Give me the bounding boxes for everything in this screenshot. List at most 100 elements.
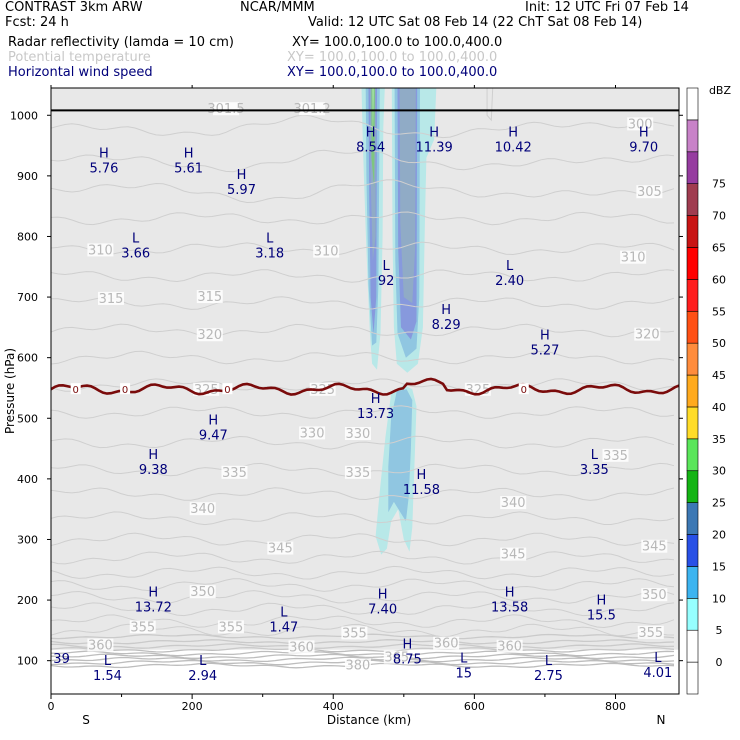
x-tick-label: 200	[182, 700, 203, 713]
wind-extremum-letter: L	[654, 651, 662, 666]
wind-extremum-value: 9.38	[139, 463, 168, 478]
wind-extremum-value: 10.42	[495, 140, 532, 155]
wind-extremum-letter: L	[460, 651, 468, 666]
theta-label-bg	[193, 382, 220, 396]
wind-extremum-value: 11.58	[403, 483, 440, 498]
wind-extremum-value: 8.29	[432, 318, 461, 333]
colorbar-swatch	[686, 438, 699, 472]
wind-extremum-value: 5.76	[89, 162, 118, 177]
theta-label: 360	[434, 637, 459, 652]
wind-extremum-value: 11.39	[416, 140, 453, 155]
colorbar-label: 15	[712, 560, 726, 573]
theta-label: 350	[190, 585, 215, 600]
colorbar-swatch	[686, 310, 699, 344]
theta-label: 360	[88, 639, 113, 654]
wind-extremum-letter: H	[429, 125, 439, 140]
direction-north: N	[657, 713, 666, 727]
chart-header: CONTRAST 3km ARW NCAR/MMM Init: 12 UTC F…	[0, 0, 740, 88]
theta-label: 365	[384, 651, 409, 666]
wind-extremum-letter: H	[596, 593, 606, 608]
zero-label-bg	[518, 383, 529, 395]
wind-extremum-value: 15.5	[587, 608, 616, 623]
theta-label: 345	[501, 548, 526, 563]
theta-label-bg	[602, 448, 629, 462]
wind-fragment-label: 39	[53, 652, 70, 667]
wind-extremum-value: 7.40	[368, 602, 397, 617]
wind-extrema: 39 L1.54L2.94L15L2.75L4.01H8.75L1.47H13.7…	[53, 125, 672, 683]
wind-extremum-value: 1.47	[269, 620, 298, 635]
field-reflectivity-label: Radar reflectivity (lamda = 10 cm)	[8, 35, 234, 50]
colorbar-label: 75	[712, 178, 726, 191]
theta-label-bg	[299, 102, 326, 116]
theta-label-bg	[620, 250, 647, 264]
wind-extremum-value: 92	[378, 274, 395, 289]
theta-label-bg	[288, 640, 315, 654]
wind-extremum-value: 13.58	[491, 600, 528, 615]
wind-extremum-letter: L	[280, 605, 288, 620]
y-tick-label: 900	[17, 170, 38, 183]
y-tick-label: 300	[17, 533, 38, 546]
theta-label: 330	[346, 427, 371, 442]
theta-label-bg	[97, 291, 124, 305]
y-tick-label: 1000	[10, 109, 38, 122]
field-wind-label: Horizontal wind speed	[8, 65, 153, 80]
zero-label-bg	[120, 383, 131, 395]
colorbar-label: 10	[712, 592, 726, 605]
zero-label-bg	[70, 383, 81, 395]
colorbar-swatch	[686, 247, 699, 280]
theta-label-bg	[383, 650, 410, 664]
colorbar-swatch	[686, 661, 699, 695]
theta-label: 355	[130, 620, 155, 635]
theta-label: 345	[642, 540, 667, 555]
wind-extremum-value: 5.61	[174, 162, 203, 177]
y-tick-label: 600	[17, 352, 38, 365]
theta-label: 345	[268, 542, 293, 557]
zero-isotherm-label: 0	[73, 385, 79, 396]
colorbar-swatch	[686, 279, 699, 312]
zero-label-bg	[222, 383, 233, 395]
wind-extremum-letter: H	[505, 585, 515, 600]
colorbar-unit: dBZ	[709, 84, 732, 97]
colorbar-swatch	[686, 566, 699, 599]
wind-extremum-letter: H	[148, 585, 158, 600]
wind-extremum-value: 3.35	[580, 463, 609, 478]
colorbar-swatch	[686, 119, 699, 153]
theta-label-bg	[212, 102, 239, 116]
theta-label: 335	[346, 466, 371, 481]
theta-label: 355	[342, 626, 367, 641]
theta-labels: 380 365 360 360 360 360 355 355 355 355 350 350 345 3…	[87, 102, 668, 674]
wind-extremum-letter: H	[540, 328, 550, 343]
theta-contours	[50, 88, 679, 669]
x-tick-label: 0	[48, 700, 55, 713]
colorbar-swatch	[686, 342, 699, 376]
wind-extremum-letter: H	[99, 147, 109, 162]
zero-isotherm-line	[50, 377, 680, 396]
colorbar-label: 45	[712, 369, 726, 382]
theta-label: 320	[635, 328, 660, 343]
colorbar-swatch	[686, 470, 699, 503]
theta-label: 355	[638, 626, 663, 641]
y-tick-label: 800	[17, 230, 38, 243]
wind-extremum-letter: L	[199, 654, 207, 669]
theta-label-bg	[189, 585, 216, 599]
wind-extremum-value: 1.54	[93, 669, 122, 684]
colorbar-label: 0	[716, 656, 723, 669]
wind-extremum-letter: L	[266, 232, 274, 247]
wind-extremum-letter: H	[508, 125, 518, 140]
theta-label-bg	[341, 626, 368, 640]
wind-extremum-letter: L	[591, 448, 599, 463]
theta-label-bg	[636, 185, 663, 199]
zero-isotherm: 0 0 0 0	[50, 377, 680, 396]
direction-south: S	[82, 713, 90, 727]
colorbar-label: 70	[712, 210, 726, 223]
theta-label-bg	[344, 427, 371, 441]
x-axis-label: Distance (km)	[327, 713, 411, 727]
wind-extremum-value: 5.97	[227, 183, 256, 198]
init-time: Init: 12 UTC Fri 07 Feb 14	[525, 0, 689, 15]
theta-label: 335	[222, 466, 247, 481]
theta-label-bg	[87, 638, 114, 652]
theta-label: 310	[314, 245, 339, 260]
theta-isentrope	[50, 646, 675, 653]
y-tick-label: 200	[17, 594, 38, 607]
